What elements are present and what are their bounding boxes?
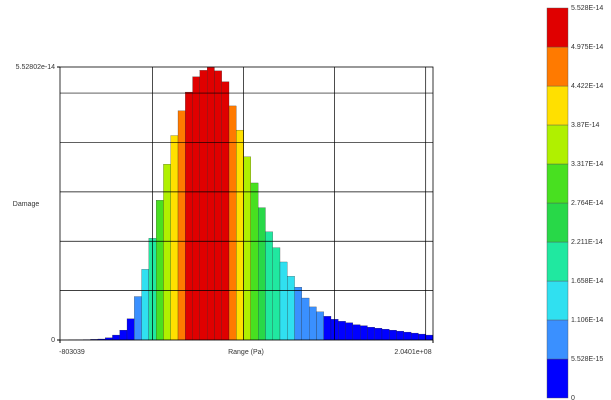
colorbar-label: 2.764E-14 (571, 200, 603, 207)
bar (119, 329, 128, 341)
colorbar-label: 3.317E-14 (571, 161, 603, 168)
bar (411, 332, 419, 341)
colorbar-label: 4.975E-14 (571, 44, 603, 51)
colorbar-label: 4.422E-14 (571, 83, 603, 90)
colorbar-swatch (546, 319, 569, 360)
colorbar-swatch (546, 163, 569, 204)
plot-frame (59, 66, 434, 341)
colorbar-swatch (546, 280, 569, 321)
colorbar-swatch (546, 85, 569, 126)
bar (243, 156, 251, 341)
x-tick-label: -803039 (59, 349, 85, 356)
bar (338, 321, 346, 341)
bar (403, 331, 412, 341)
colorbar-swatch (546, 7, 569, 48)
colorbar-swatch (546, 241, 569, 282)
bar (221, 81, 230, 341)
bar (301, 297, 310, 341)
bar (360, 325, 368, 341)
bar (418, 333, 426, 341)
colorbar-label: 3.87E-14 (571, 122, 600, 129)
colorbar-label: 2.211E-14 (571, 239, 603, 246)
x-tick-label: 2.0401e+08 (394, 349, 431, 356)
colorbar-label: 5.528E-15 (571, 356, 603, 363)
bar (374, 328, 383, 341)
bar (396, 330, 404, 341)
bar (126, 318, 135, 341)
bar (309, 306, 317, 341)
bar (141, 269, 150, 341)
bar (228, 105, 237, 341)
bar (250, 182, 259, 341)
bar (367, 327, 375, 341)
bar (112, 334, 120, 341)
bar (389, 329, 397, 341)
bar (287, 276, 295, 341)
colorbar-swatch (546, 124, 569, 165)
bar (352, 324, 361, 341)
bar (156, 200, 164, 341)
bar (134, 296, 142, 341)
bar (345, 322, 353, 341)
bar (207, 67, 215, 341)
bar (199, 70, 208, 341)
bar (279, 261, 288, 341)
bar (214, 70, 222, 341)
colorbar-label: 1.658E-14 (571, 278, 603, 285)
y-axis-label: Damage (13, 201, 40, 208)
bar (316, 311, 324, 341)
bar (258, 207, 266, 341)
colorbar-swatch (546, 202, 569, 243)
bar (323, 316, 332, 341)
bar (294, 287, 302, 341)
colorbar-label: 1.106E-14 (571, 317, 603, 324)
y-tick-label: 0 (51, 337, 55, 344)
colorbar-label: 5.528E-14 (571, 5, 603, 12)
bar (163, 164, 171, 341)
x-axis-label: Range (Pa) (228, 349, 264, 356)
colorbar-swatch (546, 358, 569, 399)
bar (381, 329, 390, 341)
bar (272, 247, 281, 341)
bar (185, 91, 193, 341)
bar (265, 231, 273, 341)
bar (236, 129, 244, 341)
bar (177, 110, 186, 341)
colorbar-swatch (546, 46, 569, 87)
bar (425, 334, 434, 341)
bar (170, 135, 179, 341)
bar (192, 76, 200, 341)
y-tick-label: 5.52802e-14 (16, 64, 55, 71)
colorbar-label: 0 (571, 395, 575, 400)
